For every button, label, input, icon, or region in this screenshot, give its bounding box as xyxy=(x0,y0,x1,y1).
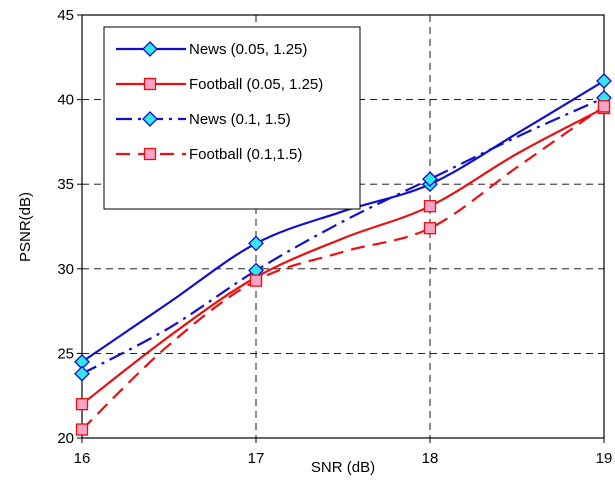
axis-ticks: 20 25 30 35 40 45 16 17 18 19 xyxy=(57,7,612,467)
series-line-football-005 xyxy=(81,107,605,406)
legend-marker-football-005 xyxy=(143,77,157,91)
data-point-football-01 xyxy=(249,274,263,287)
y-tick-label: 45 xyxy=(57,7,74,24)
legend-marker-news-01 xyxy=(142,111,158,127)
x-tick-label: 18 xyxy=(422,450,439,467)
legend-label-football-005: Football (0.05, 1.25) xyxy=(189,76,323,93)
y-tick-label: 30 xyxy=(57,261,74,278)
data-point-news-005 xyxy=(248,235,264,252)
data-point-football-01 xyxy=(597,100,611,113)
legend-marker-news-005 xyxy=(142,41,158,57)
x-axis-title: SNR (dB) xyxy=(311,459,375,476)
series-line-football-01 xyxy=(81,105,605,431)
series-markers xyxy=(74,73,612,436)
y-tick-label: 20 xyxy=(57,430,74,447)
data-point-football-01 xyxy=(423,222,437,235)
y-tick-label: 40 xyxy=(57,92,74,109)
series-line-news-01 xyxy=(81,96,605,375)
data-point-news-01 xyxy=(422,171,438,188)
data-point-news-01 xyxy=(74,365,90,382)
y-axis-title: PSNR(dB) xyxy=(17,192,34,262)
y-tick-label: 35 xyxy=(57,176,74,193)
x-tick-label: 19 xyxy=(596,450,613,467)
data-point-football-01 xyxy=(75,423,89,436)
data-point-news-005 xyxy=(596,73,612,89)
legend: News (0.05, 1.25) Football (0.05, 1.25) … xyxy=(103,26,361,210)
legend-marker-football-01 xyxy=(143,147,157,161)
series-line-news-005 xyxy=(81,80,605,363)
legend-label-news-01: News (0.1, 1.5) xyxy=(189,111,291,128)
series-lines xyxy=(81,80,605,431)
data-point-football-005 xyxy=(423,200,437,213)
data-point-football-005 xyxy=(75,398,89,411)
legend-swatches xyxy=(116,41,186,161)
plot-border xyxy=(81,14,605,439)
x-tick-label: 17 xyxy=(248,450,265,467)
y-tick-label: 25 xyxy=(57,345,74,362)
legend-label-news-005: News (0.05, 1.25) xyxy=(189,41,307,58)
x-tick-label: 16 xyxy=(74,450,91,467)
legend-label-football-01: Football (0.1,1.5) xyxy=(189,146,302,163)
